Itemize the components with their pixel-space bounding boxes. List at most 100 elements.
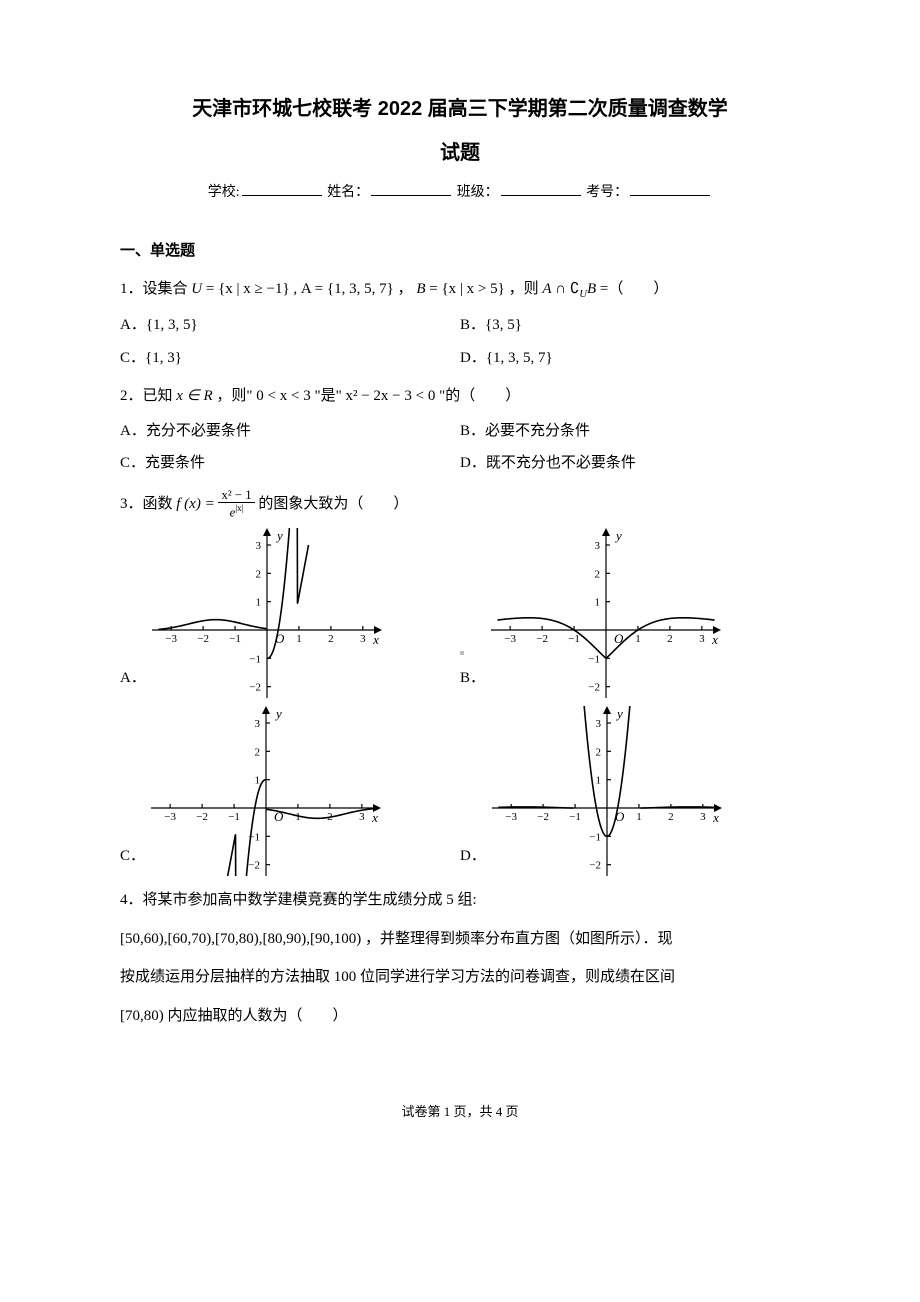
q1-setb-rhs: = {x | x > 5} — [425, 281, 504, 297]
center-marker — [460, 651, 464, 655]
q2-cond1: 0 < x < 3 — [256, 388, 310, 404]
svg-text:y: y — [614, 528, 622, 543]
q1-opt-b: B．{3, 5} — [460, 311, 800, 340]
svg-text:3: 3 — [360, 633, 366, 645]
q3-graph-d: D． −3−2−1123−2−1123Oxy — [460, 706, 800, 876]
question-1: 1．设集合 U = {x | x ≥ −1} , A = {1, 3, 5, 7… — [120, 275, 800, 305]
svg-text:−3: −3 — [164, 811, 176, 823]
svg-text:−2: −2 — [196, 811, 208, 823]
page-subtitle: 试题 — [120, 134, 800, 172]
q1-expr-b: B — [587, 281, 596, 297]
page-footer: 试卷第 1 页，共 4 页 — [120, 1100, 800, 1125]
page-title: 天津市环城七校联考 2022 届高三下学期第二次质量调查数学 — [120, 90, 800, 128]
q1-opt-d: D．{1, 3, 5, 7} — [460, 344, 800, 373]
q1-expr-op: ∩ ∁ — [552, 281, 580, 297]
svg-text:2: 2 — [595, 569, 601, 581]
svg-text:−1: −1 — [249, 654, 261, 666]
q1-comma1: , — [293, 281, 301, 297]
svg-text:−1: −1 — [569, 811, 581, 823]
q2-xinr: x ∈ R — [176, 388, 212, 404]
name-label: 姓名： — [327, 185, 369, 200]
svg-text:x: x — [371, 810, 378, 825]
class-blank — [501, 182, 581, 196]
examno-blank — [630, 182, 710, 196]
svg-text:2: 2 — [595, 747, 601, 759]
q1-prefix: 1．设集合 — [120, 281, 191, 297]
school-label: 学校: — [208, 185, 240, 200]
svg-text:−3: −3 — [505, 811, 517, 823]
svg-text:−2: −2 — [589, 860, 601, 872]
question-4-line2: [50,60),[60,70),[70,80),[80,90),[90,100)… — [120, 925, 800, 954]
question-2: 2．已知 x ∈ R ，则" 0 < x < 3 "是" x² − 2x − 3… — [120, 382, 800, 411]
svg-text:−2: −2 — [197, 633, 209, 645]
q2-isword: "是" — [314, 388, 341, 404]
svg-text:y: y — [274, 706, 282, 721]
q1-options: A．{1, 3, 5} B．{3, 5} — [120, 311, 800, 340]
q3-label-b: B． — [460, 664, 485, 699]
q3-chart-c: −3−2−1123−2−1123Oxy — [151, 706, 381, 876]
svg-text:−1: −1 — [568, 633, 580, 645]
svg-text:−1: −1 — [229, 633, 241, 645]
svg-text:x: x — [372, 632, 379, 647]
q1-seta: A = {1, 3, 5, 7} — [301, 281, 394, 297]
q3-fraction: x² − 1 e|x| — [218, 488, 254, 521]
svg-text:3: 3 — [255, 540, 261, 552]
svg-text:x: x — [711, 632, 718, 647]
svg-text:y: y — [615, 706, 623, 721]
section-single-choice: 一、单选题 — [120, 237, 800, 266]
svg-text:1: 1 — [595, 597, 601, 609]
q2-prefix: 2．已知 — [120, 388, 176, 404]
svg-text:1: 1 — [255, 597, 261, 609]
q1-opt-a: A．{1, 3, 5} — [120, 311, 460, 340]
svg-text:−1: −1 — [588, 654, 600, 666]
svg-text:1: 1 — [595, 775, 601, 787]
svg-text:3: 3 — [699, 633, 705, 645]
svg-text:2: 2 — [255, 569, 261, 581]
svg-text:2: 2 — [255, 747, 261, 759]
q1-opt-c: C．{1, 3} — [120, 344, 460, 373]
svg-text:−2: −2 — [588, 682, 600, 694]
q4-intervals: [50,60),[60,70),[70,80),[80,90),[90,100) — [120, 931, 361, 947]
q1-options2: C．{1, 3} D．{1, 3, 5, 7} — [120, 344, 800, 373]
q2-options: A．充分不必要条件 B．必要不充分条件 — [120, 417, 800, 446]
q2-opt-a: A．充分不必要条件 — [120, 417, 460, 446]
q1-expr-a: A — [542, 281, 551, 297]
q1-expr-sub: U — [579, 289, 587, 300]
svg-text:−1: −1 — [589, 832, 601, 844]
svg-text:2: 2 — [668, 811, 674, 823]
svg-text:3: 3 — [700, 811, 706, 823]
svg-text:3: 3 — [595, 718, 601, 730]
q4-line2-tail: ，并整理得到频率分布直方图（如图所示）．现 — [361, 931, 672, 947]
student-info-line: 学校: 姓名： 班级： 考号： — [120, 180, 800, 207]
question-4-line3: 按成绩运用分层抽样的方法抽取 100 位同学进行学习方法的问卷调查，则成绩在区间 — [120, 963, 800, 992]
svg-text:2: 2 — [328, 633, 334, 645]
svg-text:−2: −2 — [537, 811, 549, 823]
q2-opt-c: C．充要条件 — [120, 449, 460, 478]
q3-chart-b: −3−2−1123−2−1123Oxy — [491, 528, 721, 698]
svg-text:−3: −3 — [165, 633, 177, 645]
q1-setu-rhs: = {x | x ≥ −1} — [202, 281, 290, 297]
q2-tail: "的（ ） — [439, 388, 520, 404]
svg-text:−2: −2 — [249, 682, 261, 694]
q3-chart-a: −3−2−1123−2−1123Oxy — [152, 528, 382, 698]
question-4-line4: [70,80) 内应抽取的人数为（ ） — [120, 1002, 800, 1031]
q1-comma2: ， — [398, 281, 413, 297]
svg-text:−2: −2 — [536, 633, 548, 645]
q1-setu-lhs: U — [191, 281, 202, 297]
q3-graph-c: C． −3−2−1123−2−1123Oxy — [120, 706, 460, 876]
q3-graph-a: A． −3−2−1123−2−1123Oxy — [120, 528, 460, 698]
question-4-line1: 4．将某市参加高中数学建模竞赛的学生成绩分成 5 组: — [120, 886, 800, 915]
svg-text:O: O — [614, 631, 624, 646]
svg-text:3: 3 — [595, 540, 601, 552]
svg-text:3: 3 — [255, 718, 261, 730]
school-blank — [242, 182, 322, 196]
q3-frac-num: x² − 1 — [218, 488, 254, 503]
q2-opt-d: D．既不充分也不必要条件 — [460, 449, 800, 478]
q3-chart-d: −3−2−1123−2−1123Oxy — [492, 706, 722, 876]
q3-flhs: f (x) = — [176, 495, 218, 511]
svg-text:−3: −3 — [504, 633, 516, 645]
svg-text:1: 1 — [255, 775, 261, 787]
svg-text:1: 1 — [636, 811, 642, 823]
class-label: 班级： — [457, 185, 499, 200]
svg-text:3: 3 — [359, 811, 365, 823]
